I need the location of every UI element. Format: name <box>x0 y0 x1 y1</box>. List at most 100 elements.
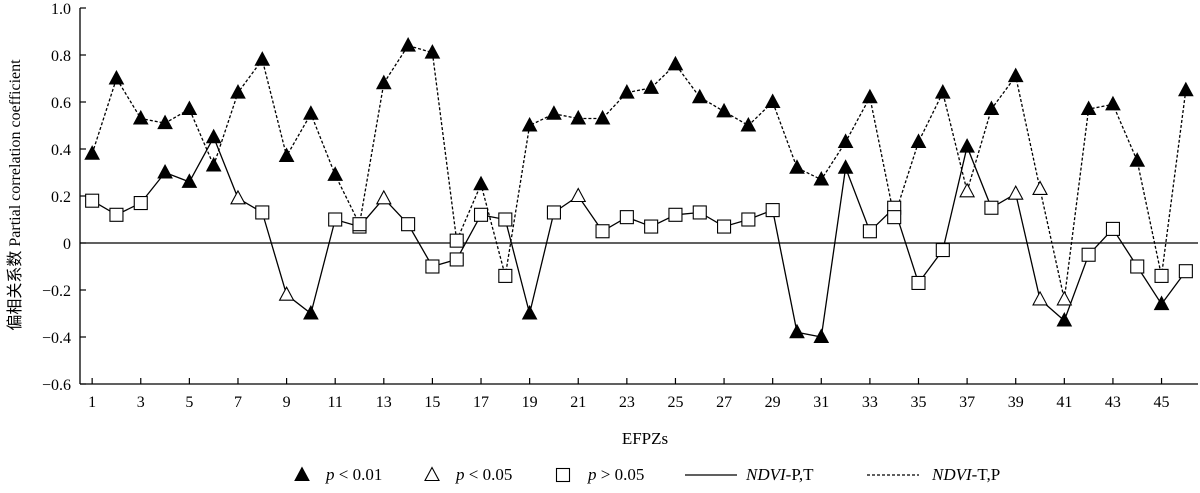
y-tick-label: 1.0 <box>51 1 71 18</box>
data-point-ndvi-p-t <box>1153 295 1170 311</box>
data-point-ndvi-t-p <box>230 84 246 99</box>
x-tick-label: 1 <box>88 394 96 411</box>
legend-label-text: -T,P <box>972 465 1001 484</box>
legend-label-text: < 0.05 <box>465 465 513 484</box>
data-point-ndvi-t-p <box>1154 268 1169 283</box>
data-point-ndvi-t-p <box>375 74 392 90</box>
data-point-ndvi-t-p <box>1105 95 1121 111</box>
data-point-ndvi-t-p <box>764 93 781 108</box>
y-axis-label: 偏相关系数 Partial correlation coefficient <box>6 59 24 331</box>
x-axis-label: EFPZs <box>622 429 668 448</box>
data-point-ndvi-t-p <box>1080 100 1097 116</box>
data-point-ndvi-p-t <box>813 328 830 343</box>
legend-label-italic: p <box>587 465 597 484</box>
x-tick-label: 41 <box>1056 394 1072 411</box>
data-point-ndvi-p-t <box>1178 264 1193 279</box>
legend: p < 0.01 p < 0.05 p > 0.05 NDVI-P,T NDVI-T,P <box>294 465 1000 484</box>
x-tick-label: 11 <box>327 394 342 411</box>
data-point-ndvi-p-t <box>911 275 926 291</box>
data-point-ndvi-p-t <box>570 187 587 203</box>
data-point-ndvi-p-t <box>449 252 464 267</box>
x-tick-label: 9 <box>283 394 291 411</box>
data-point-ndvi-p-t <box>837 159 854 174</box>
data-point-ndvi-t-p <box>983 100 1000 116</box>
legend-label-italic: p <box>325 465 335 484</box>
data-point-ndvi-t-p <box>352 217 367 232</box>
data-point-ndvi-p-t <box>1032 290 1048 306</box>
data-point-ndvi-t-p <box>594 109 611 125</box>
data-point-ndvi-p-t <box>619 210 634 225</box>
x-tick-label: 35 <box>911 394 927 411</box>
x-tick-label: 21 <box>570 394 586 411</box>
data-point-ndvi-t-p <box>327 166 344 181</box>
data-point-ndvi-p-t <box>303 304 319 320</box>
data-point-ndvi-p-t <box>375 189 392 205</box>
data-point-ndvi-t-p <box>1178 81 1194 97</box>
x-tick-label: 33 <box>862 394 878 411</box>
data-point-ndvi-p-t <box>789 323 805 339</box>
data-point-ndvi-t-p <box>254 51 271 66</box>
x-tick-label: 19 <box>522 394 538 411</box>
legend-marker-filled-triangle <box>294 466 310 481</box>
data-point-ndvi-p-t <box>1105 221 1120 236</box>
data-point-ndvi-p-t <box>1130 259 1145 274</box>
data-point-ndvi-t-p <box>1007 67 1024 83</box>
data-point-ndvi-p-t <box>644 219 659 234</box>
data-point-ndvi-t-p <box>716 102 732 118</box>
legend-label-italic: NDVI <box>931 465 973 484</box>
x-tick-label: 5 <box>185 394 193 411</box>
data-point-ndvi-t-p <box>546 105 562 120</box>
y-tick-label: 0.4 <box>51 142 71 159</box>
legend-label: p > 0.05 <box>587 465 644 484</box>
data-point-ndvi-t-p <box>1056 290 1073 306</box>
y-tick-label: −0.2 <box>42 283 71 300</box>
y-tick-label: −0.6 <box>42 377 71 394</box>
legend-label: NDVI-T,P <box>931 465 1000 484</box>
data-point-ndvi-t-p <box>570 109 587 125</box>
x-tick-label: 45 <box>1154 394 1170 411</box>
legend-label-text: < 0.01 <box>335 465 383 484</box>
y-tick-label: 0.8 <box>51 48 71 65</box>
data-point-ndvi-t-p <box>424 44 441 59</box>
data-point-ndvi-t-p <box>303 105 319 120</box>
x-tick-label: 15 <box>424 394 440 411</box>
markers-layer <box>84 37 1194 343</box>
x-tick-label: 17 <box>473 394 489 411</box>
data-point-ndvi-t-p <box>862 88 878 104</box>
data-point-ndvi-p-t <box>668 207 683 222</box>
legend-label: NDVI-P,T <box>745 465 814 484</box>
data-point-ndvi-p-t <box>230 189 246 205</box>
series-line-ndvi-p-t <box>91 135 1187 338</box>
data-point-ndvi-t-p <box>473 175 489 191</box>
data-point-ndvi-t-p <box>108 69 125 85</box>
axes: −0.6−0.4−0.200.20.40.60.81.01 3 5 7 9 11 13 15 1… <box>42 1 1198 411</box>
data-point-ndvi-p-t <box>959 138 975 153</box>
x-tick-label: 31 <box>813 394 829 411</box>
x-tick-label: 25 <box>667 394 683 411</box>
legend-label-text: > 0.05 <box>597 465 645 484</box>
data-point-ndvi-p-t <box>498 212 513 227</box>
data-point-ndvi-p-t <box>133 196 148 211</box>
data-point-ndvi-t-p <box>813 170 830 186</box>
y-tick-label: 0.6 <box>51 95 71 112</box>
x-tick-label: 13 <box>376 394 392 411</box>
data-point-ndvi-p-t <box>1056 311 1073 327</box>
y-tick-label: 0.2 <box>51 189 71 206</box>
legend-marker-open-triangle <box>424 466 440 482</box>
data-point-ndvi-t-p <box>789 159 805 174</box>
y-tick-label: 0 <box>63 236 71 253</box>
series-line-ndvi-t-p <box>91 44 1187 300</box>
x-tick-label: 39 <box>1008 394 1024 411</box>
data-point-ndvi-t-p <box>498 268 513 283</box>
data-point-ndvi-p-t <box>984 200 999 215</box>
data-point-ndvi-p-t <box>328 212 343 227</box>
data-point-ndvi-t-p <box>157 114 173 130</box>
data-point-ndvi-t-p <box>521 116 538 132</box>
data-point-ndvi-t-p <box>205 156 222 172</box>
data-point-ndvi-t-p <box>181 100 198 116</box>
legend-label-italic: NDVI <box>745 465 787 484</box>
data-point-ndvi-p-t <box>692 205 707 220</box>
x-tick-label: 29 <box>765 394 781 411</box>
data-point-ndvi-p-t <box>109 207 124 222</box>
